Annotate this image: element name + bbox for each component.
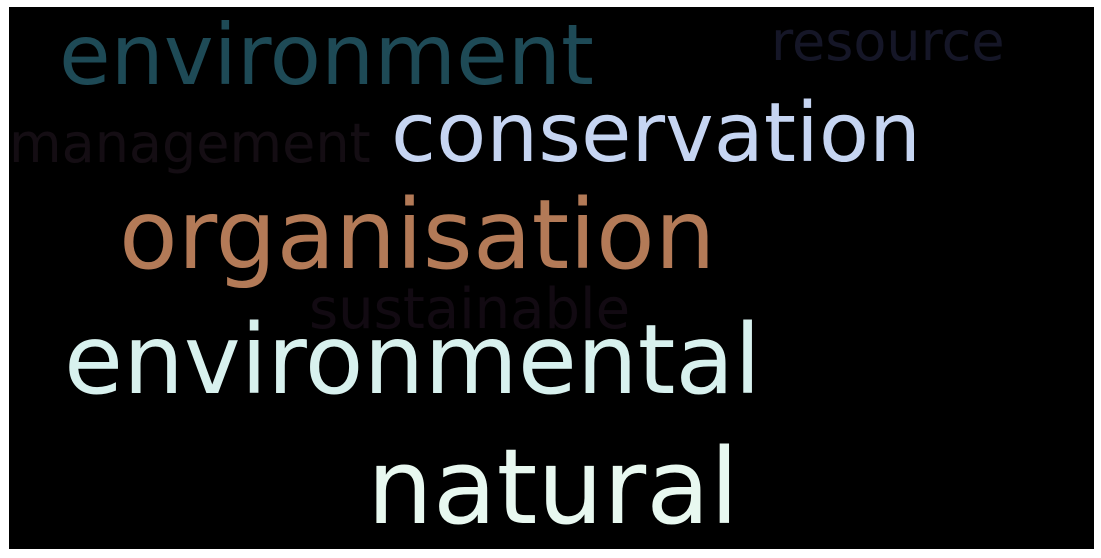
word-organisation: organisation <box>119 179 716 291</box>
word-environment: environment <box>59 7 594 104</box>
word-management: management <box>9 112 371 175</box>
word-conservation: conservation <box>391 86 921 181</box>
word-sustainable: sustainable <box>309 277 631 342</box>
word-natural: natural <box>367 426 739 548</box>
word-resource: resource <box>771 10 1005 73</box>
word-cloud: environment resource management conserva… <box>9 7 1094 549</box>
word-environmental: environmental <box>64 304 761 416</box>
